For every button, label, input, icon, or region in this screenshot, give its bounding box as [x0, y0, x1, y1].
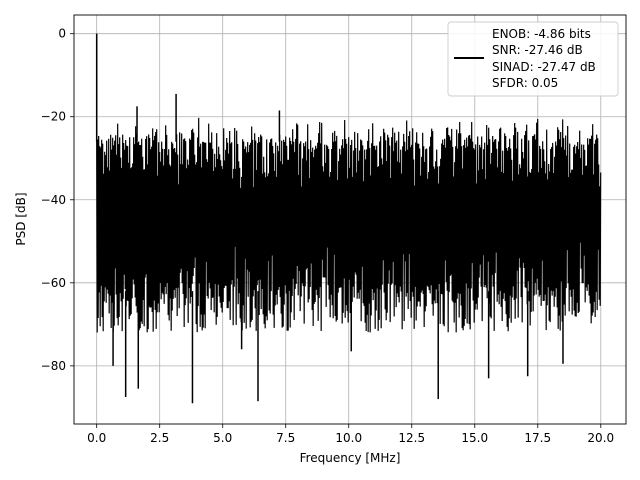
x-tick-label: 12.5	[398, 431, 425, 445]
plot-frame	[73, 14, 627, 425]
legend-entry-sinad: SINAD: -27.47 dB	[492, 60, 596, 74]
x-axis: 0.0 2.5 5.0 7.5 10.0 12.5 15.0 17.5 20.0	[87, 424, 614, 445]
x-tick-label: 15.0	[461, 431, 488, 445]
legend-entry-sfdr: SFDR: 0.05	[492, 76, 558, 90]
x-tick-label: 2.5	[150, 431, 169, 445]
series-layer	[95, 33, 602, 404]
x-tick-label: 10.0	[335, 431, 362, 445]
y-tick-label: −80	[41, 359, 66, 373]
x-tick-label: 0.0	[87, 431, 106, 445]
legend-entry-snr: SNR: -27.46 dB	[492, 43, 583, 57]
legend: ENOB: -4.86 bits SNR: -27.46 dB SINAD: -…	[447, 21, 619, 97]
legend-entry-enob: ENOB: -4.86 bits	[492, 27, 591, 41]
x-tick-label: 7.5	[276, 431, 295, 445]
x-tick-label: 20.0	[587, 431, 614, 445]
y-axis: 0 −20 −40 −60 −80	[41, 27, 74, 373]
x-axis-label: Frequency [MHz]	[300, 451, 401, 465]
x-tick-label: 5.0	[213, 431, 232, 445]
y-tick-label: 0	[58, 27, 66, 41]
y-tick-label: −60	[41, 276, 66, 290]
y-axis-label: PSD [dB]	[14, 192, 28, 245]
y-tick-label: −40	[41, 193, 66, 207]
legend-box	[447, 21, 619, 97]
y-tick-label: −20	[41, 110, 66, 124]
psd-noise-trace	[96, 33, 602, 333]
x-tick-label: 17.5	[524, 431, 551, 445]
